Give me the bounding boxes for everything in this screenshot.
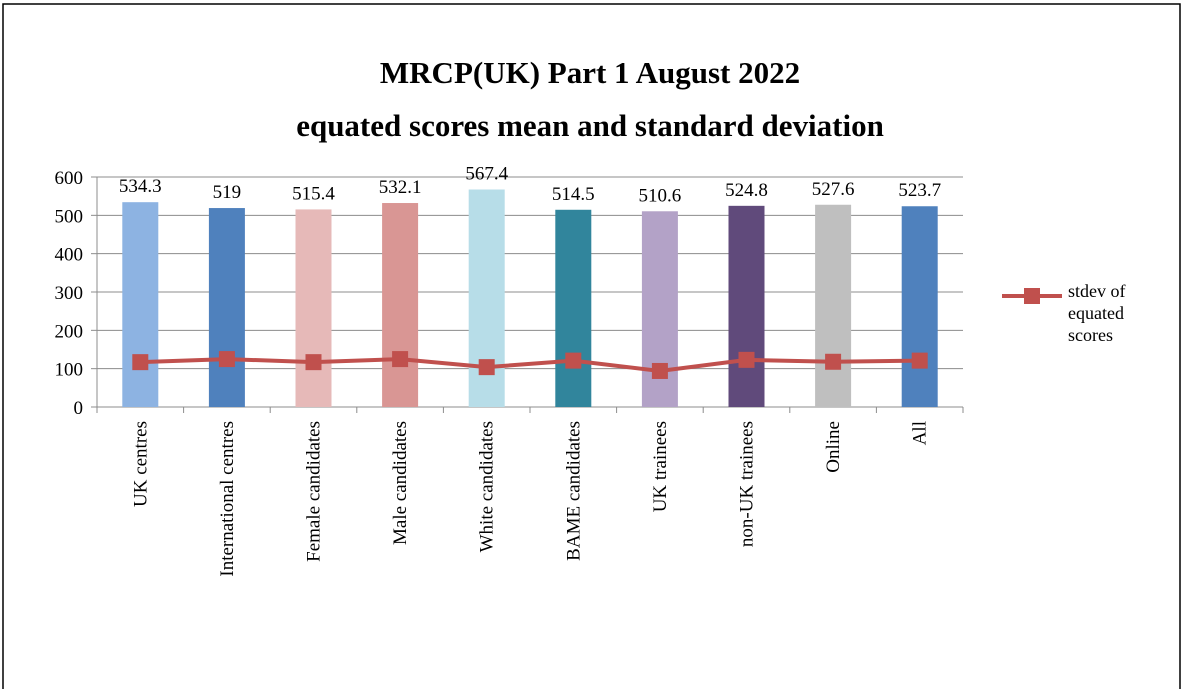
bar [815,204,852,407]
line-marker [132,354,149,371]
data-label: 515.4 [292,183,335,204]
data-label: 534.3 [119,176,162,197]
data-label: 510.6 [639,185,682,206]
line-marker [738,351,755,368]
legend-label: stdev of equated scores [1068,281,1126,345]
bar [901,206,938,407]
bar [122,202,159,407]
line-marker [825,353,842,370]
y-tick-label: 400 [55,245,84,266]
y-tick-label: 300 [55,283,84,304]
x-tick-label: UK trainees [650,421,671,512]
x-tick-label: Online [823,421,844,473]
x-tick-label: UK centres [130,421,151,507]
line [140,357,920,373]
line-marker [218,351,235,368]
x-tick-label: non-UK trainees [737,421,758,547]
x-tick-label: International centres [217,421,238,577]
data-label: 519 [213,182,242,203]
x-tick-label: All [910,421,931,445]
data-label: 523.7 [898,180,941,201]
y-tick-label: 100 [55,360,84,381]
y-tick-label: 600 [55,168,84,189]
line-marker [651,362,668,379]
x-tick-label: Female candidates [304,421,325,562]
bar [728,205,765,407]
chart-title: MRCP(UK) Part 1 August 2022 [380,55,800,90]
line-marker [478,359,495,376]
line-marker [911,352,928,369]
chart-border [2,3,1181,689]
y-tick-label: 500 [55,206,84,227]
line-marker [305,354,322,371]
data-label: 524.8 [725,180,768,201]
data-label: 532.1 [379,177,422,198]
data-label: 514.5 [552,184,595,205]
x-tick-label: Male candidates [390,421,411,545]
y-tick-label: 200 [55,321,84,342]
bar [208,208,245,407]
plot-area: 0 100 200 300 400 500 600 534.3 519 515.4 532.1 567… [55,163,1062,577]
data-label: 567.4 [465,163,508,184]
line-marker [565,352,582,369]
y-tick-label: 0 [74,398,84,419]
bar [555,209,592,407]
line-marker [392,351,409,368]
x-tick-label: White candidates [477,421,498,552]
bar [382,203,419,407]
bar [295,209,332,407]
x-tick-label: BAME candidates [563,421,584,561]
data-label: 527.6 [812,179,855,200]
legend-marker [1024,288,1040,304]
chart-title: equated scores mean and standard deviati… [296,108,884,143]
